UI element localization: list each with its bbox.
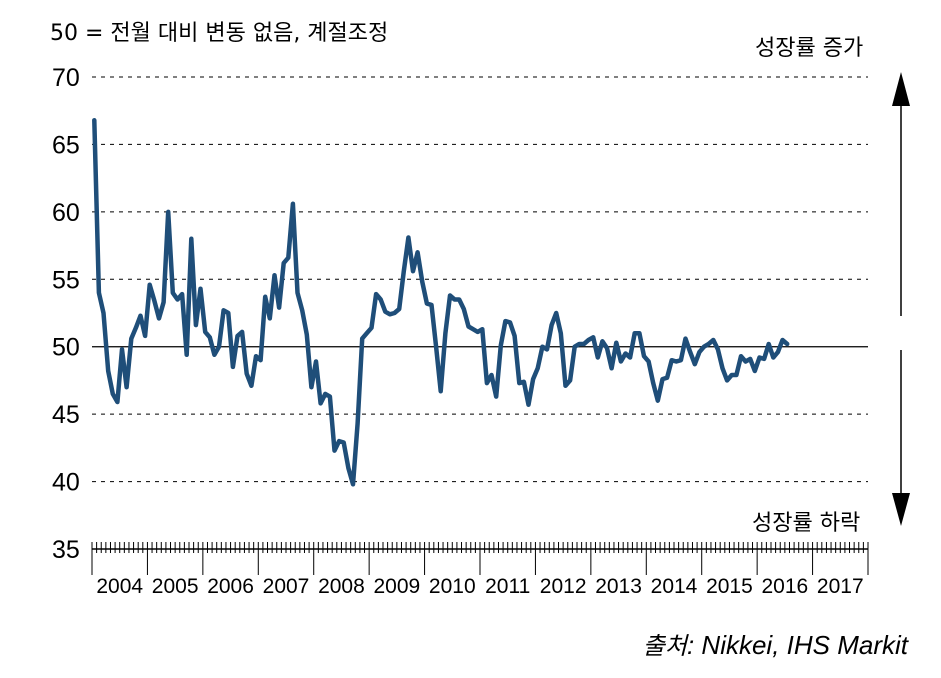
x-tick-label: 2017 [817, 575, 864, 598]
x-tick-label: 2010 [429, 575, 476, 598]
series-line [92, 117, 790, 487]
source-text: : Nikkei, IHS Markit [687, 630, 910, 660]
x-tick-label: 2016 [761, 575, 808, 598]
y-tick-label: 40 [52, 469, 80, 497]
y-tick-label: 70 [52, 64, 80, 92]
source-note: 출처: Nikkei, IHS Markit [643, 630, 910, 660]
x-tick-label: 2011 [485, 575, 530, 598]
series-layer [92, 117, 790, 487]
x-tick-label: 2009 [373, 575, 420, 598]
x-tick-label: 2005 [152, 575, 199, 598]
up-arrow-head [892, 72, 910, 106]
x-tick-label: 2014 [651, 575, 698, 598]
down-label: 성장률 하락 [752, 511, 860, 536]
x-tick-label: 2013 [595, 575, 642, 598]
y-tick-label: 45 [52, 401, 80, 429]
y-tick-label: 35 [52, 536, 80, 564]
x-tick-label: 2015 [706, 575, 753, 598]
x-tick-label: 2004 [96, 575, 143, 598]
y-tick-label: 60 [52, 199, 80, 227]
y-axis-tick-labels: 70 65 60 55 50 45 40 35 [52, 64, 80, 564]
x-tick-label: 2012 [540, 575, 587, 598]
x-tick-label: 2006 [207, 575, 254, 598]
down-arrow-head [892, 493, 910, 526]
x-tick-label: 2008 [318, 575, 365, 598]
y-tick-label: 55 [52, 266, 80, 294]
y-tick-label: 50 [52, 334, 80, 362]
chart-title: 50 = 전월 대비 변동 없음, 계절조정 [50, 21, 388, 46]
x-axis-year-labels: 2004 2005 2006 2007 2008 2009 2010 2011 2012 2013… [96, 575, 863, 598]
y-tick-label: 65 [52, 131, 80, 159]
source-prefix: 출처 [643, 632, 690, 660]
grid-lines [92, 76, 868, 483]
direction-arrow [892, 72, 910, 526]
up-label: 성장률 증가 [755, 36, 863, 61]
x-tick-label: 2007 [263, 575, 310, 598]
x-axis [91, 542, 869, 575]
